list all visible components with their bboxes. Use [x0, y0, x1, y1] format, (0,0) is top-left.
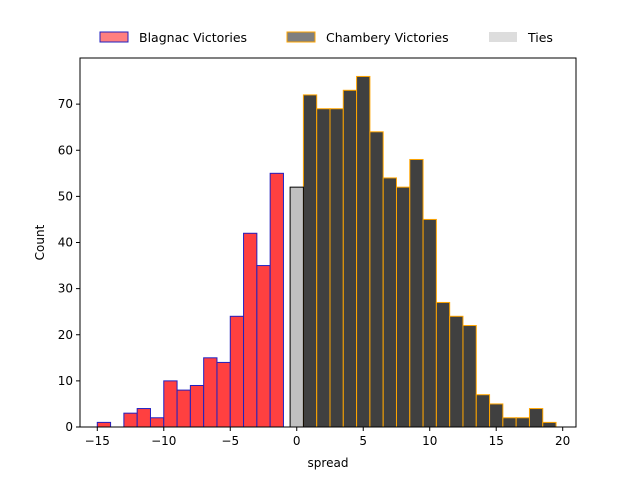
x-tick-label: −15: [85, 434, 110, 448]
x-tick-label: 10: [422, 434, 437, 448]
legend: Blagnac Victories Chambery Victories Ties: [99, 30, 553, 45]
blagnac-victories-bar: [136, 408, 151, 428]
chambery-victories-bar: [329, 108, 344, 428]
chambery-victories-bar: [462, 325, 477, 428]
ties-bar: [289, 186, 304, 428]
ties-legend-label: Ties: [527, 30, 553, 45]
blagnac-victories-bar: [216, 361, 231, 428]
chambery-victories-legend-swatch: [286, 31, 316, 43]
y-tick-label: 30: [58, 282, 73, 296]
x-tick-label: 0: [293, 434, 301, 448]
blagnac-victories-bar: [189, 384, 205, 428]
blagnac-victories-bar: [176, 389, 191, 428]
chambery-victories-bar: [395, 186, 411, 428]
chambery-victories-bar: [369, 131, 384, 428]
blagnac-victories-bar: [96, 421, 112, 428]
chambery-victories-bar: [449, 315, 464, 428]
blagnac-victories-bar: [163, 380, 178, 428]
chambery-victories-bar: [515, 417, 530, 428]
blagnac-victories-bar: [229, 315, 245, 428]
y-tick-label: 70: [58, 97, 73, 111]
chambery-victories-bar: [409, 158, 424, 428]
y-tick-label: 40: [58, 236, 73, 250]
blagnac-victories-legend-label: Blagnac Victories: [139, 30, 247, 45]
blagnac-victories-bar: [243, 232, 258, 428]
chambery-victories-legend-label: Chambery Victories: [326, 30, 449, 45]
chambery-victories-bar: [342, 89, 358, 428]
x-tick-label: 20: [555, 434, 570, 448]
chambery-victories-bar: [475, 394, 491, 428]
bars-layer: [96, 75, 557, 428]
chambery-victories-bar: [435, 301, 451, 428]
blagnac-victories-legend-swatch: [99, 31, 129, 43]
x-tick-label: −10: [151, 434, 176, 448]
x-tick-label: −5: [221, 434, 239, 448]
x-tick-label: 5: [359, 434, 367, 448]
chambery-victories-bar: [382, 177, 397, 428]
x-axis-label: spread: [308, 456, 349, 470]
ties-legend-swatch: [489, 32, 517, 42]
blagnac-victories-bar: [269, 172, 284, 428]
blagnac-victories-bar: [256, 265, 271, 428]
blagnac-victories-bar: [149, 417, 165, 428]
blagnac-victories-bar: [123, 412, 138, 428]
y-tick-label: 10: [58, 374, 73, 388]
chambery-victories-bar: [502, 417, 517, 428]
chambery-victories-bar: [302, 94, 318, 428]
y-tick-label: 60: [58, 143, 73, 157]
chambery-victories-bar: [422, 218, 437, 428]
chambery-victories-bar: [356, 75, 371, 428]
chambery-victories-bar: [489, 403, 504, 428]
y-tick-label: 50: [58, 189, 73, 203]
x-axis-ticks: −15 −10 −5 0 5 10 15 20: [85, 427, 570, 448]
chambery-victories-bar: [528, 408, 544, 428]
y-tick-label: 0: [65, 420, 73, 434]
y-axis-ticks: 0 10 20 30 40 50 60 70: [58, 97, 80, 434]
blagnac-victories-bar: [203, 357, 218, 428]
y-tick-label: 20: [58, 328, 73, 342]
chambery-victories-bar: [542, 421, 557, 428]
y-axis-label: Count: [33, 224, 47, 260]
x-tick-label: 15: [489, 434, 504, 448]
chambery-victories-bar: [316, 108, 331, 428]
